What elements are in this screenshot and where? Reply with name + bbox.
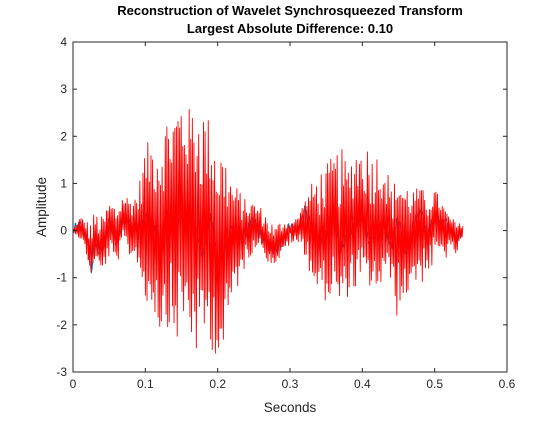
y-tick-label: 4 bbox=[60, 35, 67, 49]
y-tick-label: 1 bbox=[60, 176, 67, 190]
x-axis-label: Seconds bbox=[264, 400, 317, 415]
x-tick-label: 0.3 bbox=[282, 377, 299, 391]
plot-area: 0 0.1 0.2 0.3 0.4 0.5 0.6 -3 -2 -1 0 1 2 3 4 bbox=[56, 35, 515, 391]
y-tick-label: 3 bbox=[60, 82, 67, 96]
x-tick-label: 0.5 bbox=[426, 377, 443, 391]
x-tick-label: 0 bbox=[70, 377, 77, 391]
x-tick-label: 0.6 bbox=[499, 377, 516, 391]
y-tick-label: -3 bbox=[56, 365, 67, 379]
y-tick-label: -1 bbox=[56, 271, 67, 285]
series-line-2 bbox=[72, 108, 464, 354]
x-tick-label: 0.1 bbox=[137, 377, 154, 391]
chart-subtitle: Largest Absolute Difference: 0.10 bbox=[187, 21, 393, 36]
x-tick-label: 0.2 bbox=[209, 377, 226, 391]
y-axis-label: Amplitude bbox=[34, 177, 49, 237]
y-tick-label: 2 bbox=[60, 129, 67, 143]
y-tick-label: 0 bbox=[60, 224, 67, 238]
x-tick-label: 0.4 bbox=[354, 377, 371, 391]
y-tick-label: -2 bbox=[56, 318, 67, 332]
chart-title: Reconstruction of Wavelet Synchrosqueeze… bbox=[117, 3, 463, 18]
